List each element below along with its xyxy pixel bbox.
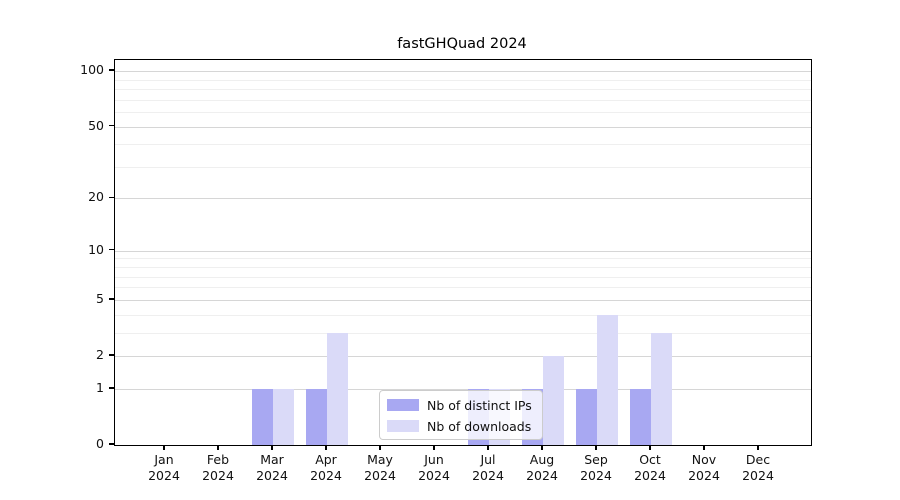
y-tick-label-0: 0 xyxy=(96,436,104,451)
gridline-y-3 xyxy=(115,332,811,334)
chart-title: fastGHQuad 2024 xyxy=(397,36,527,52)
gridline-y-80 xyxy=(115,89,811,91)
x-tick-label-may: May 2024 xyxy=(364,452,396,483)
y-tick-0 xyxy=(109,443,114,445)
x-tick-oct xyxy=(649,445,651,450)
y-tick-label-10: 10 xyxy=(88,241,104,257)
x-tick-mar xyxy=(271,445,273,450)
legend-entry-distinct-ips: Nb of distinct IPs xyxy=(387,396,534,414)
y-tick-label-100: 100 xyxy=(80,62,104,78)
bar-apr-downloads xyxy=(327,332,348,445)
y-tick-100 xyxy=(109,69,114,71)
bar-mar-distinct-ips xyxy=(252,388,273,445)
x-tick-label-oct: Oct 2024 xyxy=(634,452,666,483)
x-tick-nov xyxy=(703,445,705,450)
x-tick-jun xyxy=(433,445,435,450)
y-tick-label-20: 20 xyxy=(88,189,104,205)
bar-mar-downloads xyxy=(273,388,294,445)
legend: Nb of distinct IPs Nb of downloads xyxy=(379,390,543,440)
bar-apr-distinct-ips xyxy=(306,388,327,445)
bar-oct-distinct-ips xyxy=(630,388,651,445)
x-tick-label-apr: Apr 2024 xyxy=(310,452,342,483)
bar-sep-distinct-ips xyxy=(576,388,597,445)
y-tick-label-5: 5 xyxy=(96,290,104,306)
x-tick-label-dec: Dec 2024 xyxy=(742,452,774,483)
bar-oct-downloads xyxy=(651,332,672,445)
gridline-y-2 xyxy=(115,356,811,357)
x-tick-apr xyxy=(325,445,327,450)
y-tick-10 xyxy=(109,249,114,251)
gridline-y-70 xyxy=(115,99,811,101)
x-tick-label-jan: Jan 2024 xyxy=(148,452,180,483)
y-tick-1 xyxy=(109,387,114,389)
legend-label-distinct-ips: Nb of distinct IPs xyxy=(427,397,532,413)
x-tick-jan xyxy=(163,445,165,450)
legend-entry-downloads: Nb of downloads xyxy=(387,417,534,435)
x-tick-label-aug: Aug 2024 xyxy=(526,452,558,483)
y-tick-5 xyxy=(109,298,114,300)
gridline-y-6 xyxy=(115,287,811,289)
y-tick-2 xyxy=(109,354,114,356)
gridline-y-5 xyxy=(115,299,811,301)
gridline-y-60 xyxy=(115,112,811,114)
y-tick-label-50: 50 xyxy=(88,117,104,133)
x-tick-label-nov: Nov 2024 xyxy=(688,452,720,483)
x-tick-jul xyxy=(487,445,489,450)
x-tick-label-jul: Jul 2024 xyxy=(472,452,504,483)
x-tick-label-sep: Sep 2024 xyxy=(580,452,612,483)
gridline-y-10 xyxy=(115,250,811,252)
bar-sep-downloads xyxy=(597,314,618,445)
y-tick-label-1: 1 xyxy=(96,379,104,395)
gridline-y-90 xyxy=(115,79,811,81)
x-tick-dec xyxy=(757,445,759,450)
gridline-y-8 xyxy=(115,267,811,269)
y-tick-20 xyxy=(109,196,114,199)
x-tick-sep xyxy=(595,445,597,450)
gridline-y-100 xyxy=(115,71,811,73)
gridline-y-50 xyxy=(115,126,811,128)
gridline-y-1 xyxy=(115,388,811,390)
x-tick-may xyxy=(379,445,381,450)
x-tick-feb xyxy=(217,445,219,450)
legend-swatch-downloads xyxy=(387,420,419,432)
x-tick-label-feb: Feb 2024 xyxy=(202,452,234,483)
gridline-y-20 xyxy=(115,198,811,200)
y-tick-label-2: 2 xyxy=(96,347,104,362)
legend-label-downloads: Nb of downloads xyxy=(427,418,532,434)
legend-swatch-distinct-ips xyxy=(387,399,419,411)
x-tick-label-mar: Mar 2024 xyxy=(256,452,288,483)
x-tick-aug xyxy=(541,445,543,450)
x-tick-label-jun: Jun 2024 xyxy=(418,452,450,483)
bar-aug-downloads xyxy=(543,356,564,445)
y-tick-50 xyxy=(109,124,114,127)
gridline-y-7 xyxy=(115,276,811,278)
gridline-y-40 xyxy=(115,144,811,146)
gridline-y-4 xyxy=(115,314,811,316)
gridline-y-30 xyxy=(115,166,811,168)
gridline-y-9 xyxy=(115,258,811,260)
plot-area: Nb of distinct IPs Nb of downloads xyxy=(114,59,812,446)
